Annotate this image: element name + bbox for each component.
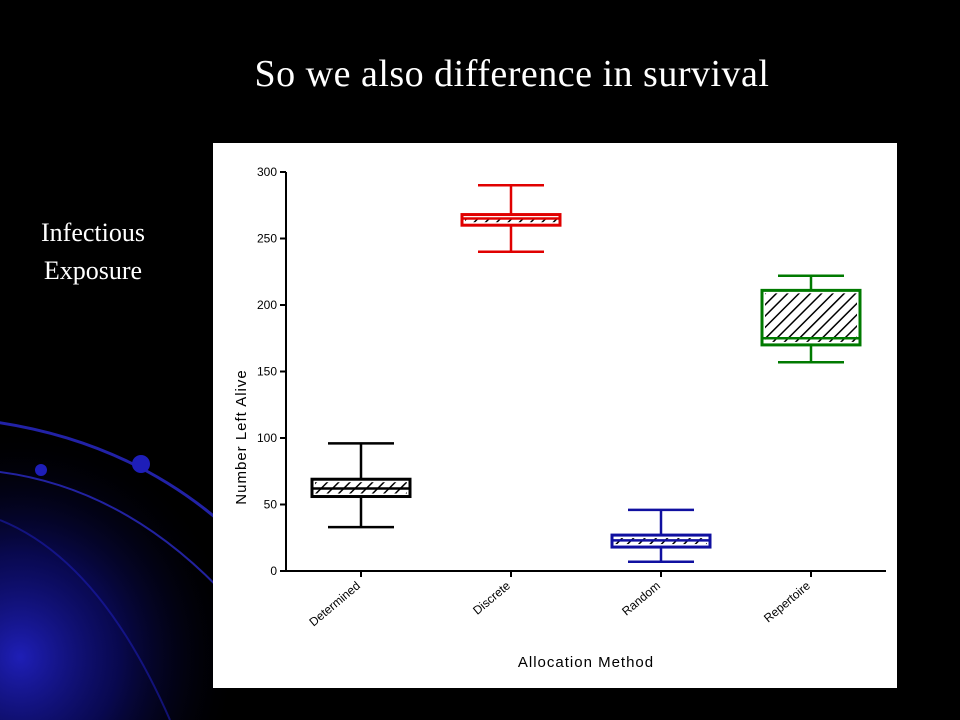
box-discrete [460, 184, 562, 254]
side-label: Infectious Exposure [18, 214, 168, 290]
y-tick-label: 300 [257, 165, 277, 179]
box-body [310, 477, 412, 499]
y-tick-label: 250 [257, 232, 277, 246]
box-body [760, 288, 862, 347]
swoosh-dot-large [132, 455, 150, 473]
box-hatch [465, 217, 557, 223]
x-tick-label: Determined [306, 579, 363, 630]
side-label-line2: Exposure [43, 256, 143, 285]
x-tick-label: Random [619, 579, 663, 619]
y-tick-label: 50 [264, 498, 278, 512]
x-tick-label: Discrete [470, 578, 513, 617]
y-tick-label: 200 [257, 298, 277, 312]
swoosh-line-3 [0, 519, 171, 720]
y-tick-label: 150 [257, 365, 277, 379]
chart-panel: 0 50 100 150 200 250 300 Determined Discrete Rand… [213, 143, 897, 688]
x-axis-title: Allocation Method [518, 654, 654, 671]
axes: 0 50 100 150 200 250 300 Determined Discrete Rand… [257, 165, 886, 629]
y-tick-label: 0 [270, 564, 277, 578]
side-label-line1: Infectious [41, 218, 145, 247]
box-repertoire [760, 274, 862, 364]
boxes [310, 184, 862, 563]
box-hatch [765, 293, 857, 342]
x-tick-label: Repertoire [761, 578, 813, 625]
boxplot-chart: 0 50 100 150 200 250 300 Determined Discrete Rand… [233, 165, 886, 671]
box-determined [310, 442, 412, 529]
box-body [460, 213, 562, 227]
slide-title: So we also difference in survival [254, 53, 770, 95]
box-body [610, 533, 712, 549]
swoosh-dot-small [35, 464, 47, 476]
swoosh-line-2 [0, 471, 231, 601]
y-axis-title: Number Left Alive [233, 369, 250, 504]
box-random [610, 508, 712, 563]
y-tick-label: 100 [257, 431, 277, 445]
